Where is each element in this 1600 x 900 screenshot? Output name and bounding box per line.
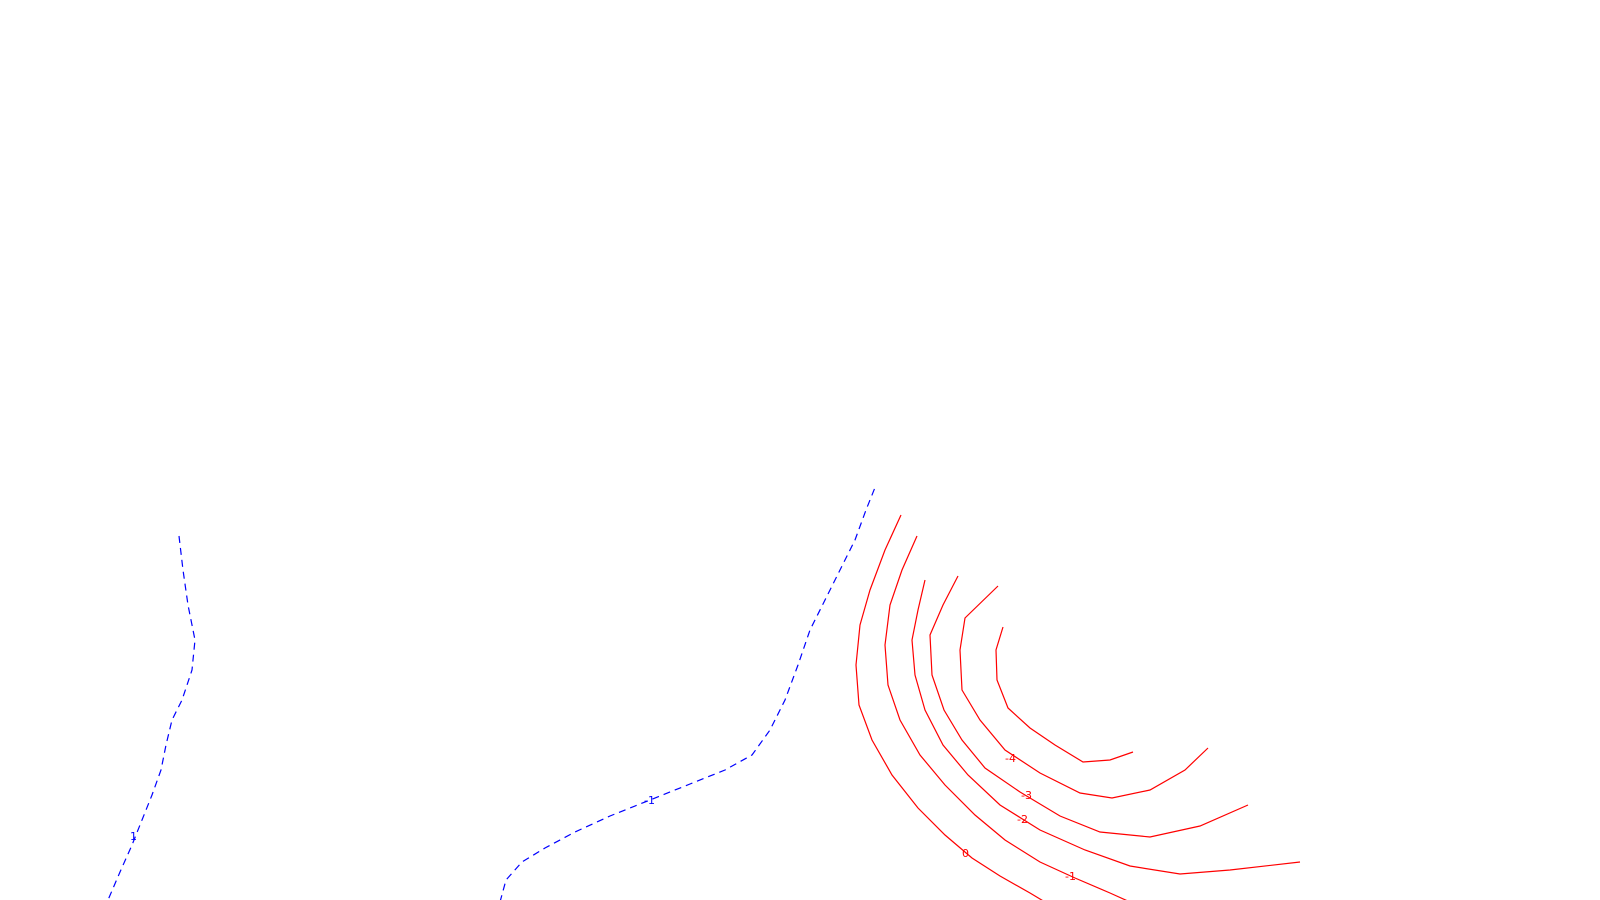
label-blue-left: 1 (130, 830, 137, 843)
red-contour-neg1 (884, 535, 1128, 900)
red-contour-neg2 (911, 579, 1301, 875)
blue-contours (107, 484, 877, 900)
label-blue-middle: -1 (644, 794, 655, 807)
blue-contour-middle (499, 484, 877, 900)
label-red-neg3: -3 (1021, 789, 1032, 802)
blue-contour-left (107, 535, 196, 900)
contour-labels: 1 -1 0 -1 -2 -3 -4 (130, 752, 1076, 883)
red-contour-inner (995, 626, 1134, 763)
label-red-neg4: -4 (1005, 752, 1016, 765)
red-contour-neg3 (929, 575, 1249, 838)
label-red-neg1: -1 (1065, 870, 1076, 883)
red-contour-0 (855, 514, 1043, 900)
red-contours (855, 514, 1301, 900)
red-contour-neg4 (959, 585, 1209, 799)
label-red-0: 0 (962, 847, 969, 860)
label-red-neg2: -2 (1017, 813, 1028, 826)
